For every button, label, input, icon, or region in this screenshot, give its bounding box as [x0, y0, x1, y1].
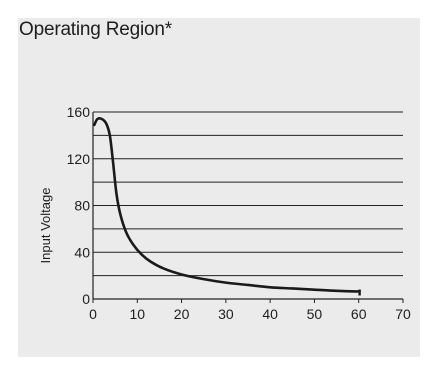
x-tick-label: 30 [218, 306, 234, 322]
x-tick-label: 20 [174, 306, 190, 322]
x-tick-label: 70 [395, 306, 411, 322]
series-group [93, 117, 361, 296]
chart-panel [18, 18, 420, 357]
chart-title: Operating Region* [19, 19, 172, 40]
y-tick-label: 120 [67, 151, 91, 167]
y-tick-label: 160 [67, 104, 91, 120]
x-tick-labels: 0 10 20 30 40 50 60 70 [89, 306, 411, 322]
grid-lines [93, 111, 403, 277]
x-tick-label: 0 [89, 306, 97, 322]
y-tick-labels: 0 40 80 120 160 [67, 104, 91, 307]
y-tick-label: 40 [74, 244, 90, 260]
x-tick-label: 10 [129, 306, 145, 322]
axes [92, 112, 404, 303]
y-tick-label: 80 [74, 198, 90, 214]
x-tick-label: 40 [262, 306, 278, 322]
y-axis-label: Input Voltage [38, 188, 53, 264]
x-tick-label: 60 [351, 306, 367, 322]
series-line [93, 117, 361, 293]
x-tick-label: 50 [307, 306, 323, 322]
y-tick-label: 0 [82, 291, 90, 307]
